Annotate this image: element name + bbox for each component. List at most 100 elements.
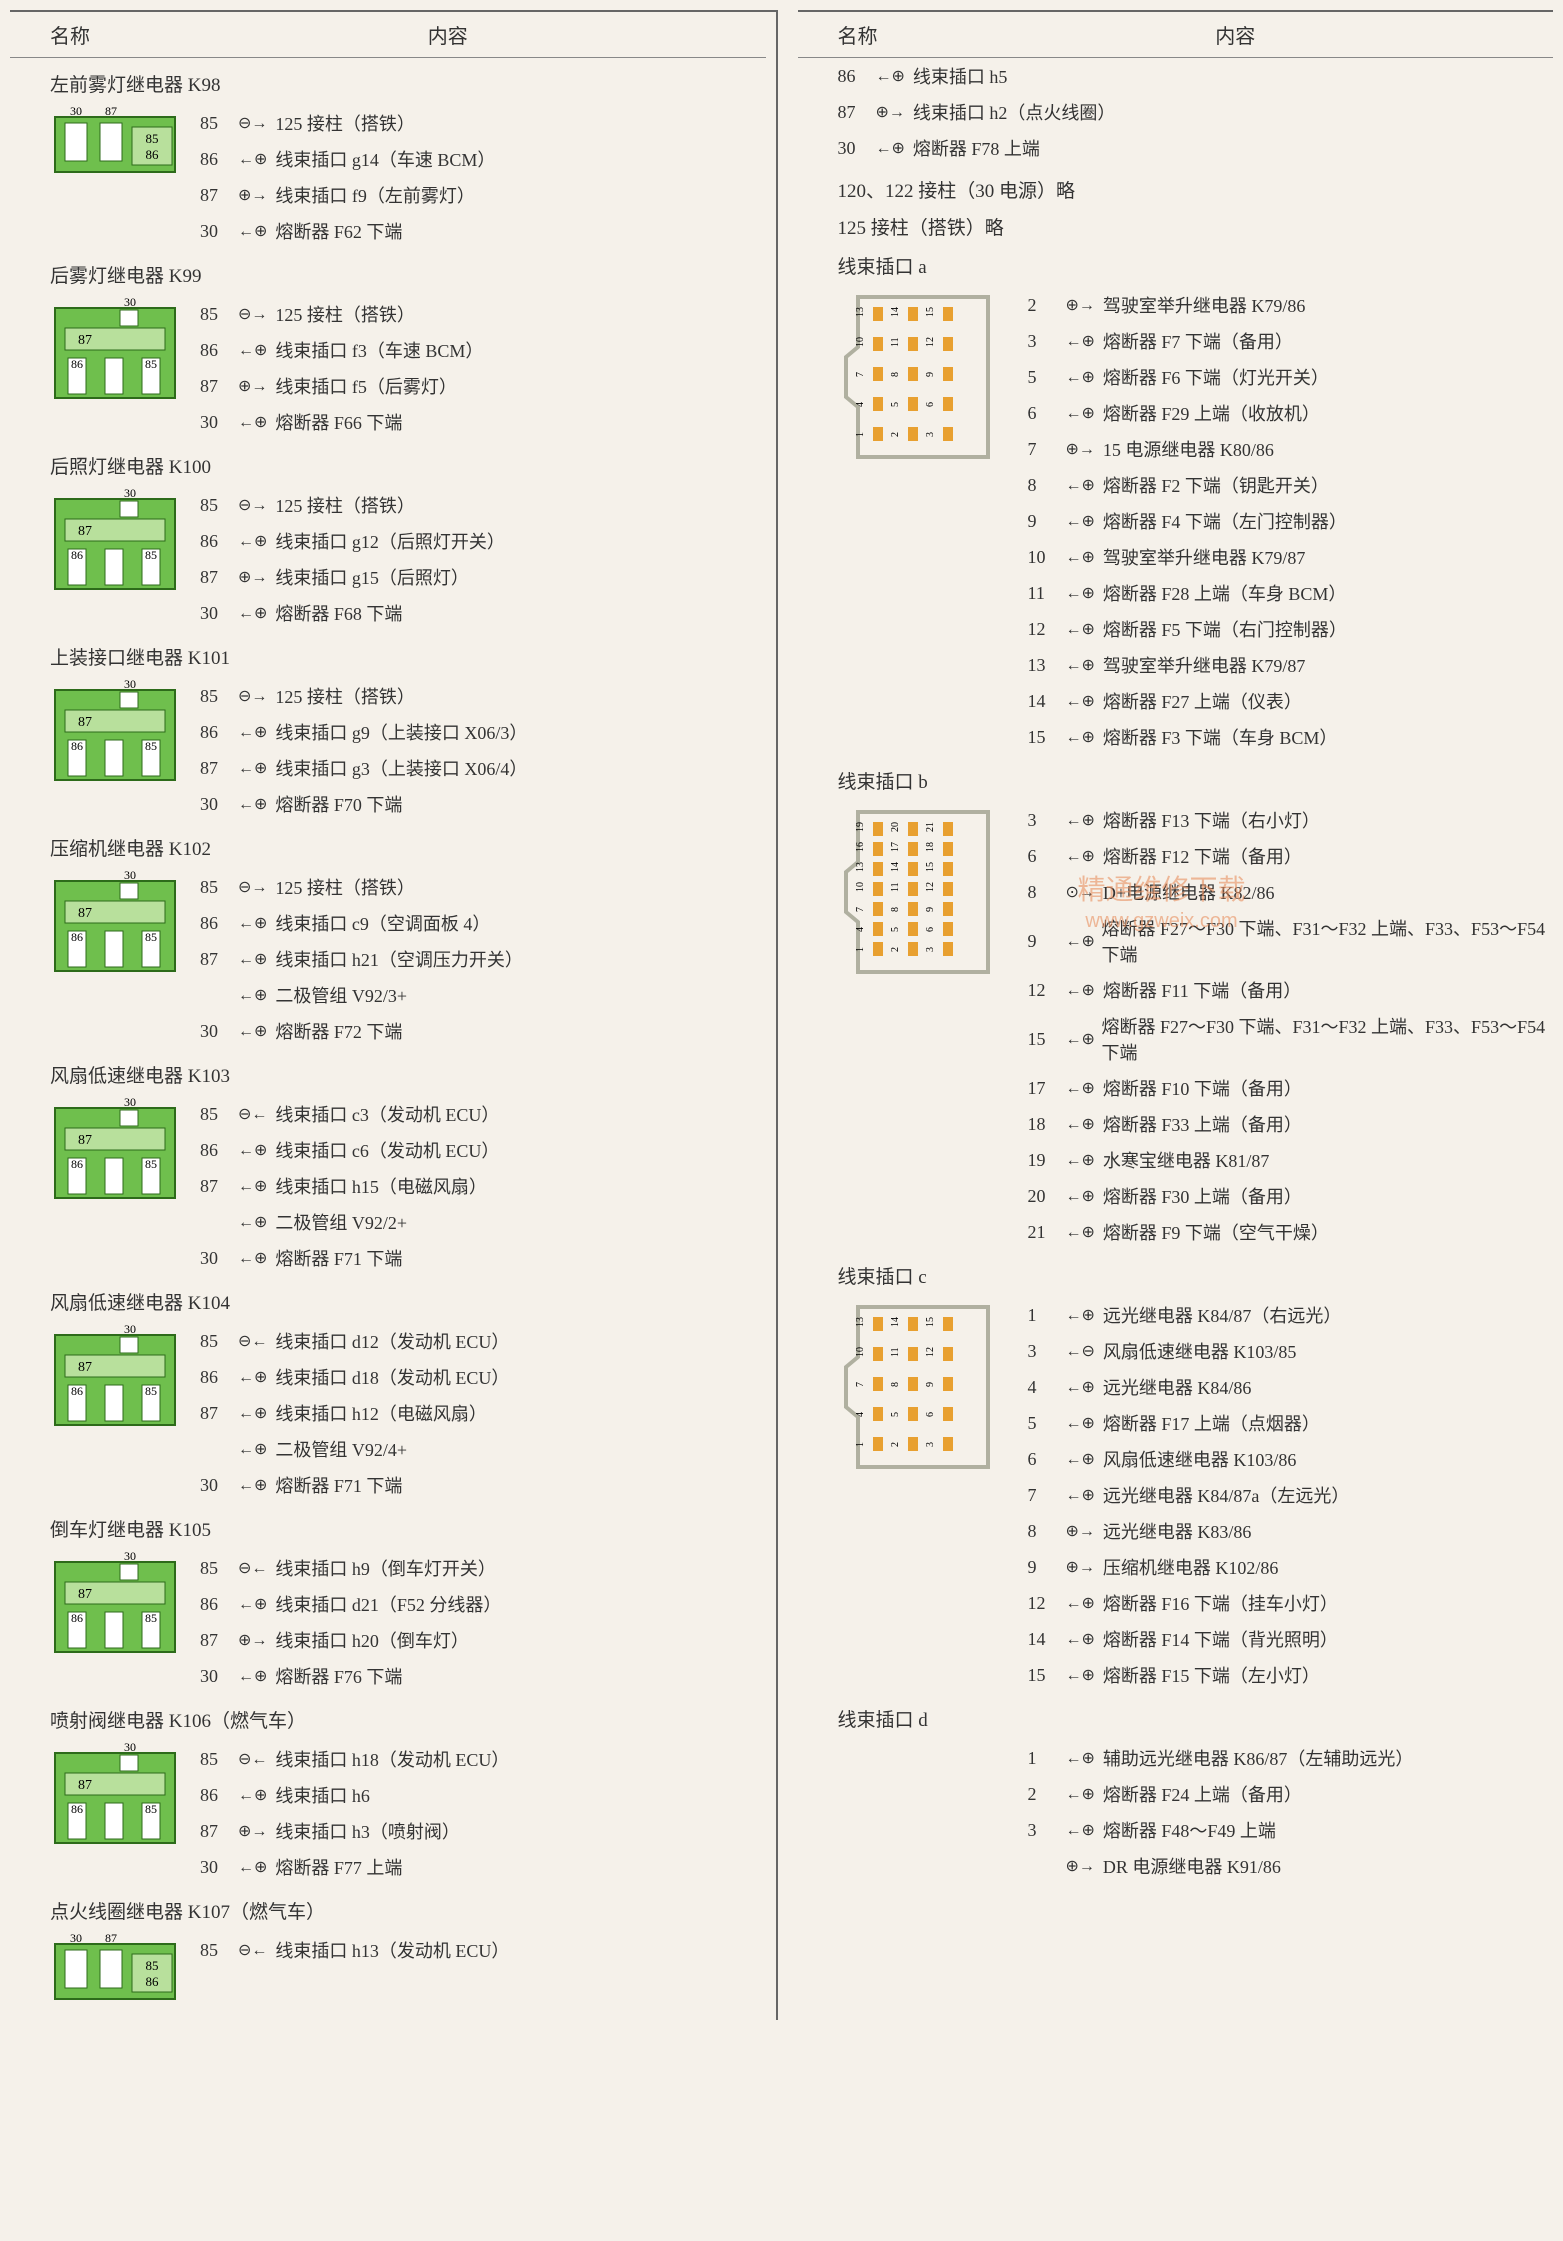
pin-text: 熔断器 F68 下端 <box>275 600 402 626</box>
pin-symbol: ←⊕ <box>238 1021 267 1041</box>
svg-text:11: 11 <box>890 337 901 347</box>
pin-line: 5 ←⊕ 熔断器 F17 上端（点烟器） <box>1028 1405 1554 1441</box>
pin-text: 线束插口 c6（发动机 ECU） <box>275 1137 499 1163</box>
pin-symbol: ←⊕ <box>1066 1377 1095 1397</box>
pin-line: 1 ←⊕ 辅助远光继电器 K86/87（左辅助远光） <box>1028 1740 1554 1776</box>
pin-symbol: ←⊕ <box>1066 367 1095 387</box>
left-column: 名称 内容 左前雾灯继电器 K98 30 87 85 86 85 ⊖→ 125 … <box>10 10 778 2020</box>
pin-line: 3 ←⊕ 熔断器 F13 下端（右小灯） <box>1028 802 1554 838</box>
pin-symbol: ←⊕ <box>238 149 267 169</box>
pin-line: 85 ⊖→ 125 接柱（搭铁） <box>200 678 766 714</box>
svg-text:4: 4 <box>855 927 866 932</box>
svg-text:86: 86 <box>146 1974 160 1989</box>
svg-text:30: 30 <box>124 1323 136 1336</box>
pin-text: 远光继电器 K83/86 <box>1103 1518 1252 1544</box>
pin-symbol: ←⊕ <box>238 1248 267 1268</box>
pin-text: 熔断器 F16 下端（挂车小灯） <box>1103 1590 1338 1616</box>
pin-line: 86 ←⊕ 线束插口 h5 <box>838 58 1554 94</box>
pin-number: 30 <box>200 1857 230 1878</box>
pin-text: D+电源继电器 K82/86 <box>1103 879 1275 905</box>
svg-text:17: 17 <box>890 842 901 852</box>
pin-line: 86 ←⊕ 线束插口 g12（后照灯开关） <box>200 523 766 559</box>
pin-number: 85 <box>200 1749 230 1770</box>
pin-text: 驾驶室举升继电器 K79/87 <box>1103 652 1306 678</box>
svg-text:85: 85 <box>146 1958 159 1973</box>
svg-text:30: 30 <box>124 1550 136 1563</box>
svg-text:14: 14 <box>890 307 901 317</box>
pin-line: 2 ⊕→ 驾驶室举升继电器 K79/86 <box>1028 287 1554 323</box>
svg-text:85: 85 <box>145 1611 157 1625</box>
pin-line: 18 ←⊕ 熔断器 F33 上端（备用） <box>1028 1106 1554 1142</box>
pin-line: 86 ←⊕ 线束插口 g14（车速 BCM） <box>200 141 766 177</box>
pin-symbol: ←⊕ <box>238 1176 267 1196</box>
section-title: 喷射阀继电器 K106（燃气车） <box>50 1706 766 1733</box>
pin-text: 熔断器 F3 下端（车身 BCM） <box>1103 724 1338 750</box>
pin-list: 85 ⊖← 线束插口 h18（发动机 ECU） 86 ←⊕ 线束插口 h6 87… <box>200 1741 766 1885</box>
pin-list: 85 ⊖→ 125 接柱（搭铁） 86 ←⊕ 线束插口 c9（空调面板 4） 8… <box>200 869 766 1049</box>
pin-number: 85 <box>200 877 230 898</box>
pin-text: 熔断器 F71 下端 <box>275 1245 402 1271</box>
svg-text:13: 13 <box>855 307 866 317</box>
svg-text:18: 18 <box>925 842 936 852</box>
pin-number: 8 <box>1028 882 1058 903</box>
pin-text: 熔断器 F27～F30 下端、F31～F32 上端、F33、F53～F54 下端 <box>1102 1013 1554 1065</box>
pin-line: 21 ←⊕ 熔断器 F9 下端（空气干燥） <box>1028 1214 1554 1250</box>
pin-symbol: ←⊕ <box>238 985 267 1005</box>
pin-line: 87 ←⊕ 线束插口 h15（电磁风扇） <box>200 1168 766 1204</box>
pin-symbol: ⊕→ <box>1066 1557 1095 1577</box>
pin-line: 15 ←⊕ 熔断器 F27～F30 下端、F31～F32 上端、F33、F53～… <box>1028 1008 1554 1070</box>
pin-symbol: ←⊕ <box>238 758 267 778</box>
pin-number: 86 <box>200 1367 230 1388</box>
svg-text:30: 30 <box>124 1096 136 1109</box>
header-name-left: 名称 <box>10 20 130 49</box>
svg-text:87: 87 <box>78 715 92 730</box>
pin-number: 30 <box>200 1248 230 1269</box>
svg-text:10: 10 <box>855 882 866 892</box>
svg-text:86: 86 <box>146 147 160 162</box>
pin-symbol: ←⊕ <box>238 531 267 551</box>
pin-text: 熔断器 F4 下端（左门控制器） <box>1103 508 1347 534</box>
pin-text: 熔断器 F6 下端（灯光开关） <box>1103 364 1329 390</box>
pin-symbol: ←⊕ <box>1066 691 1095 711</box>
svg-text:85: 85 <box>145 548 157 562</box>
pin-text: 熔断器 F13 下端（右小灯） <box>1103 807 1320 833</box>
svg-text:86: 86 <box>71 1384 83 1398</box>
pin-text: 线束插口 h5 <box>913 63 1008 89</box>
pin-text: 熔断器 F76 下端 <box>275 1663 402 1689</box>
pin-line: 30 ←⊕ 熔断器 F76 下端 <box>200 1658 766 1694</box>
pin-symbol: ←⊕ <box>238 221 267 241</box>
pin-line: 20 ←⊕ 熔断器 F30 上端（备用） <box>1028 1178 1554 1214</box>
connector-icon: 123456789101112131415 <box>838 287 1008 472</box>
pin-line: 85 ⊖→ 125 接柱（搭铁） <box>200 487 766 523</box>
pin-symbol: ←⊕ <box>1066 1748 1095 1768</box>
svg-text:20: 20 <box>890 822 901 832</box>
pin-line: 30 ←⊕ 熔断器 F71 下端 <box>200 1467 766 1503</box>
svg-text:13: 13 <box>855 1317 866 1327</box>
pin-line: 6 ←⊕ 风扇低速继电器 K103/86 <box>1028 1441 1554 1477</box>
svg-text:4: 4 <box>855 1412 866 1417</box>
pin-text: 熔断器 F78 上端 <box>913 135 1040 161</box>
svg-text:21: 21 <box>925 822 936 832</box>
pin-line: 87 ⊕→ 线束插口 h2（点火线圈） <box>838 94 1554 130</box>
pin-line: 86 ←⊕ 线束插口 c9（空调面板 4） <box>200 905 766 941</box>
pin-line: ←⊕ 二极管组 V92/3+ <box>200 977 766 1013</box>
continuation-pins: 86 ←⊕ 线束插口 h5 87 ⊕→ 线束插口 h2（点火线圈） 30 ←⊕ … <box>838 58 1554 166</box>
svg-text:30: 30 <box>70 1932 82 1945</box>
pin-line: 19 ←⊕ 水寒宝继电器 K81/87 <box>1028 1142 1554 1178</box>
pin-number: 1 <box>1028 1305 1058 1326</box>
pin-text: 熔断器 F66 下端 <box>275 409 402 435</box>
pin-text: 15 电源继电器 K80/86 <box>1103 436 1274 462</box>
pin-number: 1 <box>1028 1748 1058 1769</box>
pin-line: 9 ⊕→ 压缩机继电器 K102/86 <box>1028 1549 1554 1585</box>
pin-line: 86 ←⊕ 线束插口 d18（发动机 ECU） <box>200 1359 766 1395</box>
pin-number: 6 <box>1028 846 1058 867</box>
pin-line: 87 ←⊕ 线束插口 h21（空调压力开关） <box>200 941 766 977</box>
pin-number: 85 <box>200 1104 230 1125</box>
pin-list: 85 ⊖→ 125 接柱（搭铁） 86 ←⊕ 线束插口 g9（上装接口 X06/… <box>200 678 766 822</box>
pin-number: 86 <box>200 340 230 361</box>
pin-line: 86 ←⊕ 线束插口 f3（车速 BCM） <box>200 332 766 368</box>
svg-text:8: 8 <box>890 1382 901 1387</box>
right-content: 86 ←⊕ 线束插口 h5 87 ⊕→ 线束插口 h2（点火线圈） 30 ←⊕ … <box>798 58 1554 1884</box>
pin-text: 线束插口 f3（车速 BCM） <box>275 337 483 363</box>
pin-line: 86 ←⊕ 线束插口 h6 <box>200 1777 766 1813</box>
